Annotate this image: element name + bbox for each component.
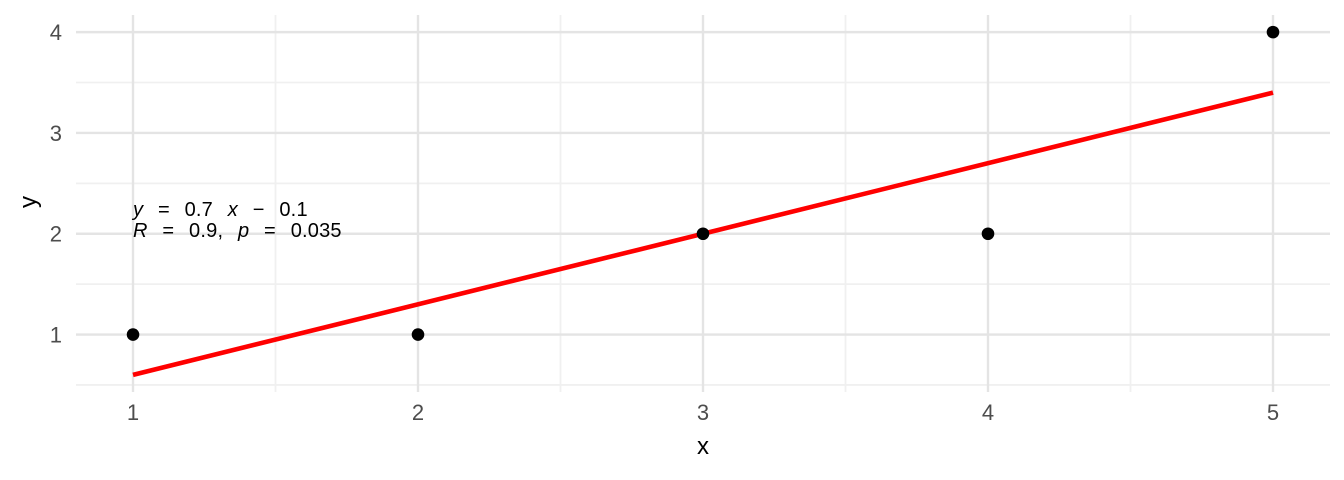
x-axis-title: x: [697, 433, 709, 460]
annotation-variable: y: [133, 199, 144, 221]
annotation-text: = 0.035: [249, 220, 342, 242]
x-tick-label: 4: [982, 400, 994, 425]
annotation-text: − 0.1: [237, 199, 308, 221]
annotation-text: = 0.9,: [147, 220, 238, 242]
data-point: [126, 328, 140, 341]
data-point: [696, 227, 710, 241]
annotation-variable: R: [133, 220, 148, 242]
y-axis-title: y: [15, 196, 42, 208]
annotation-variable: p: [237, 220, 250, 242]
y-tick-label: 3: [50, 121, 62, 146]
annotation-variable: x: [227, 199, 238, 221]
x-tick-label: 5: [1267, 400, 1279, 425]
annotation-text: = 0.7: [143, 199, 228, 221]
data-point: [411, 328, 425, 341]
y-tick-label: 4: [50, 20, 62, 45]
x-tick-label: 2: [412, 400, 424, 425]
y-tick-label: 2: [50, 222, 62, 247]
x-tick-label: 1: [127, 400, 139, 425]
x-tick-label: 3: [697, 400, 709, 425]
regression-equation-label: y = 0.7 x − 0.1: [133, 200, 308, 220]
y-tick-label: 1: [50, 323, 62, 348]
correlation-stats-label: R = 0.9, p = 0.035: [133, 221, 342, 241]
data-point: [1266, 25, 1280, 39]
data-point: [981, 227, 995, 241]
